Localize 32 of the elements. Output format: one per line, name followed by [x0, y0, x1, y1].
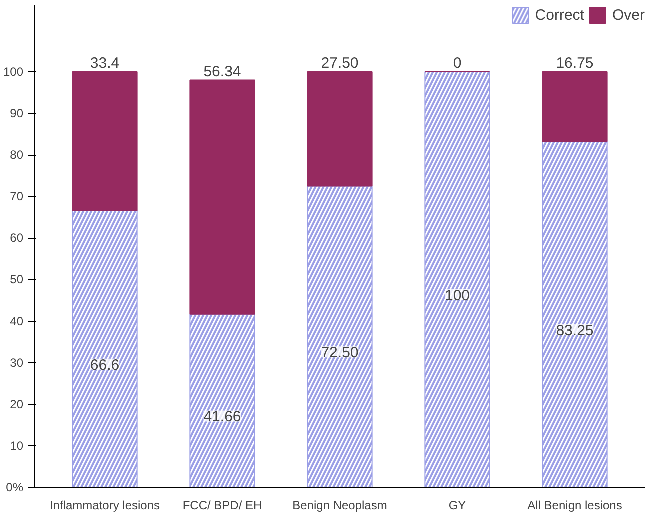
y-tick-label: 0%: [6, 480, 24, 494]
data-label: 33.4: [90, 54, 120, 72]
data-label: 83.25: [556, 322, 594, 340]
data-label: 16.75: [556, 54, 594, 72]
data-label: 41.66: [204, 408, 242, 426]
data-label: 100: [444, 288, 470, 305]
y-tick-label: 80: [10, 148, 24, 162]
x-tick-label: GY: [448, 498, 466, 512]
y-tick-label: 40: [10, 314, 24, 328]
x-tick-label: Inflammatory lesions: [50, 498, 160, 512]
y-tick-label: 100: [3, 64, 24, 79]
bar: [190, 80, 256, 315]
bar: [542, 71, 608, 142]
y-tick-label: 70: [10, 190, 24, 204]
data-label: 72.50: [321, 344, 359, 362]
data-label: 0: [453, 54, 462, 72]
bar: [307, 71, 373, 187]
x-tick-label: FCC/ BPD/ EH: [182, 498, 262, 512]
y-tick-label: 10: [10, 438, 24, 453]
y-tick-label: 60: [10, 231, 24, 246]
legend-label: Over: [612, 6, 645, 24]
y-tick-label: 90: [10, 106, 24, 121]
data-label: 56.34: [204, 63, 242, 80]
data-label: 66.6: [90, 356, 120, 374]
x-tick-label: All Benign lesions: [528, 498, 622, 512]
bar: [72, 71, 138, 212]
y-tick-label: 30: [10, 356, 24, 370]
data-label: 27.50: [321, 54, 359, 72]
y-tick-label: 20: [10, 397, 24, 412]
y-tick-label: 50: [10, 272, 24, 287]
x-tick-label: Benign Neoplasm: [292, 498, 388, 512]
legend-label: Correct: [535, 6, 584, 24]
